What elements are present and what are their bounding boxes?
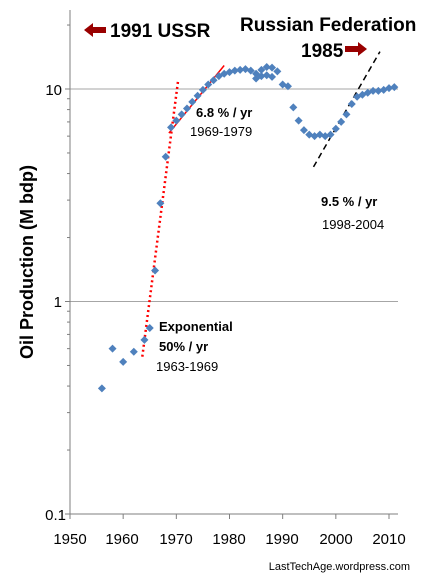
data-point — [331, 124, 340, 133]
growth1-rate-label: 6.8 % / yr — [196, 105, 252, 120]
data-point — [151, 266, 160, 275]
data-point — [204, 80, 213, 89]
data-point — [209, 76, 218, 85]
growth2-rate-label: 9.5 % / yr — [321, 194, 377, 209]
x-tick-label-1960: 1960 — [105, 531, 138, 548]
data-point — [326, 130, 335, 139]
data-point — [257, 72, 266, 81]
data-point — [198, 85, 207, 94]
data-point — [145, 324, 154, 333]
data-point — [108, 344, 117, 353]
x-tick-label-1980: 1980 — [212, 531, 245, 548]
data-point — [337, 117, 346, 126]
data-point — [119, 357, 128, 366]
left-arrow-icon — [84, 23, 106, 37]
data-point — [177, 110, 186, 119]
y-tick-label-0-1: 0.1 — [45, 507, 66, 524]
data-point — [268, 72, 277, 81]
credit-label: LastTechAge.wordpress.com — [269, 561, 410, 573]
exponential-trend-line — [141, 81, 180, 357]
x-tick-label-2010: 2010 — [372, 531, 405, 548]
data-point — [257, 65, 266, 74]
data-point — [289, 103, 298, 112]
y-tick-label-1: 1 — [54, 294, 62, 311]
y-minor-ticks — [65, 24, 70, 515]
ussr-label: 1991 USSR — [110, 21, 211, 42]
data-point — [268, 63, 277, 72]
data-point — [246, 66, 255, 75]
x-tick-label-1990: 1990 — [265, 531, 298, 548]
x-tick-label-2000: 2000 — [319, 531, 352, 548]
data-point — [342, 110, 351, 119]
data-point — [161, 152, 170, 161]
exponential-rate-label: 50% / yr — [159, 339, 208, 354]
data-point — [283, 82, 292, 91]
data-point — [273, 67, 282, 76]
data-point — [347, 99, 356, 108]
data-point — [172, 116, 181, 125]
y-tick-label-10: 10 — [45, 82, 62, 99]
data-point — [230, 66, 239, 75]
growth1-years-label: 1969-1979 — [190, 124, 252, 139]
data-point — [385, 84, 393, 93]
x-tick-label-1950: 1950 — [53, 531, 86, 548]
growth-1998-2004-trend-line — [312, 51, 381, 168]
russia-label: Russian Federation — [240, 15, 416, 36]
exponential-years-label: 1963-1969 — [156, 359, 218, 374]
data-point — [369, 86, 378, 95]
data-point — [236, 65, 245, 74]
growth2-years-label: 1998-2004 — [322, 217, 384, 232]
x-major-ticks — [69, 514, 390, 519]
data-point — [193, 91, 202, 100]
y-axis-label: Oil Production (M bdp) — [17, 165, 37, 359]
year-1985-label: 1985 — [301, 41, 344, 62]
data-point — [262, 62, 271, 71]
data-point — [167, 123, 176, 132]
data-point — [140, 335, 149, 344]
data-point — [188, 97, 197, 106]
x-tick-label-1970: 1970 — [159, 531, 192, 548]
data-point — [182, 104, 191, 113]
right-arrow-icon — [345, 42, 367, 56]
data-point — [97, 384, 106, 393]
exponential-title-label: Exponential — [159, 319, 233, 334]
data-point — [156, 199, 165, 208]
data-point — [129, 347, 138, 356]
data-point — [299, 126, 308, 135]
data-point — [374, 86, 383, 95]
data-point — [390, 83, 399, 92]
data-points — [97, 62, 399, 393]
data-point — [294, 116, 303, 125]
